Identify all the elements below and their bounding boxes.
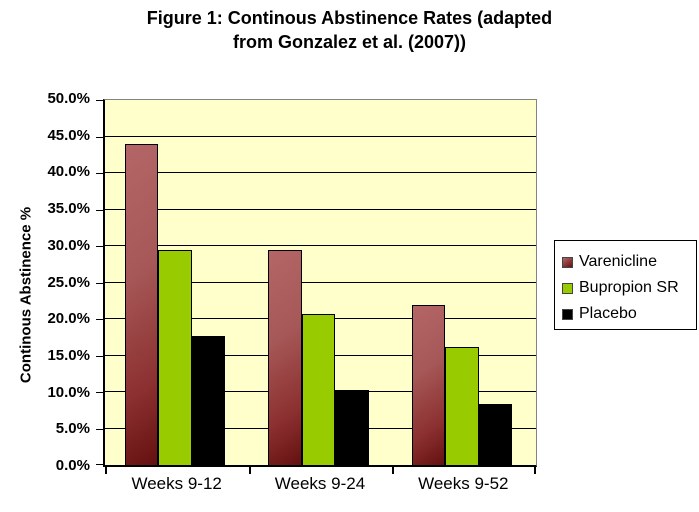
bar-bupropion-sr — [158, 249, 192, 465]
bar-placebo — [335, 389, 369, 465]
bar-placebo — [478, 403, 513, 465]
gridline — [105, 281, 536, 283]
legend-label: Bupropion SR — [579, 279, 679, 296]
y-axis-tick — [96, 282, 103, 284]
chart-title-line2: from Gonzalez et al. (2007)) — [232, 32, 467, 52]
chart-title-line1: Figure 1: Continous Abstinence Rates (ad… — [146, 8, 553, 28]
y-tick-label: 45.0% — [47, 126, 90, 144]
x-axis-tick — [248, 467, 251, 474]
y-axis-tick — [96, 136, 103, 138]
legend-label: Placebo — [579, 305, 637, 322]
y-tick-label: 30.0% — [47, 236, 90, 254]
bar-bupropion-sr — [445, 347, 479, 465]
bar-varenicline — [411, 305, 446, 465]
legend-item-bupropion-sr: Bupropion SR — [562, 275, 692, 301]
plot-area — [96, 99, 537, 474]
y-axis-tick — [96, 392, 103, 393]
y-axis-tick-labels: 0.0% 5.0% 10.0% 15.0% 20.0% 25.0% 30.0% 35.0% 40… — [0, 90, 90, 474]
bar-placebo — [191, 335, 226, 465]
x-axis-labels: Weeks 9-12 Weeks 9-24 Weeks 9-52 — [105, 474, 535, 494]
bar-varenicline — [268, 249, 302, 465]
chart-title: Figure 1: Continous Abstinence Rates (ad… — [0, 6, 699, 54]
y-axis-tick — [96, 100, 103, 101]
bar-bupropion-sr — [301, 313, 336, 465]
y-tick-label: 25.0% — [47, 273, 90, 291]
x-axis-tick — [534, 467, 536, 474]
legend-swatch-varenicline — [562, 256, 573, 268]
y-axis-tick — [96, 355, 103, 357]
x-axis-tick — [392, 467, 395, 474]
gridline — [105, 172, 536, 173]
gridline — [105, 208, 536, 210]
gridline — [105, 245, 536, 246]
x-category-label: Weeks 9-52 — [418, 474, 509, 493]
legend-swatch-placebo — [562, 308, 573, 320]
legend-label: Varenicline — [579, 253, 657, 270]
y-axis-tick — [96, 428, 103, 430]
y-tick-label: 0.0% — [55, 457, 90, 474]
x-category-label: Weeks 9-24 — [274, 474, 366, 493]
y-tick-label: 40.0% — [47, 163, 90, 181]
legend-swatch-bupropion-sr — [562, 282, 573, 294]
y-tick-label: 50.0% — [47, 90, 90, 107]
y-tick-label: 15.0% — [47, 346, 90, 364]
x-axis-tick — [105, 467, 107, 474]
y-tick-label: 20.0% — [47, 310, 90, 328]
legend-item-placebo: Placebo — [562, 301, 692, 327]
gridline — [105, 135, 536, 137]
y-tick-label: 5.0% — [55, 420, 90, 438]
y-axis-tick — [96, 464, 103, 465]
y-axis-tick — [96, 319, 103, 320]
y-tick-label: 35.0% — [47, 200, 90, 218]
bar-varenicline — [124, 143, 159, 465]
legend: Varenicline Bupropion SR Placebo — [554, 240, 697, 330]
x-category-label: Weeks 9-12 — [131, 474, 222, 493]
y-axis-tick — [96, 209, 103, 211]
y-axis-tick — [96, 246, 103, 247]
legend-item-varenicline: Varenicline — [562, 249, 692, 275]
y-axis-tick — [96, 173, 103, 174]
y-tick-label: 10.0% — [47, 383, 90, 401]
